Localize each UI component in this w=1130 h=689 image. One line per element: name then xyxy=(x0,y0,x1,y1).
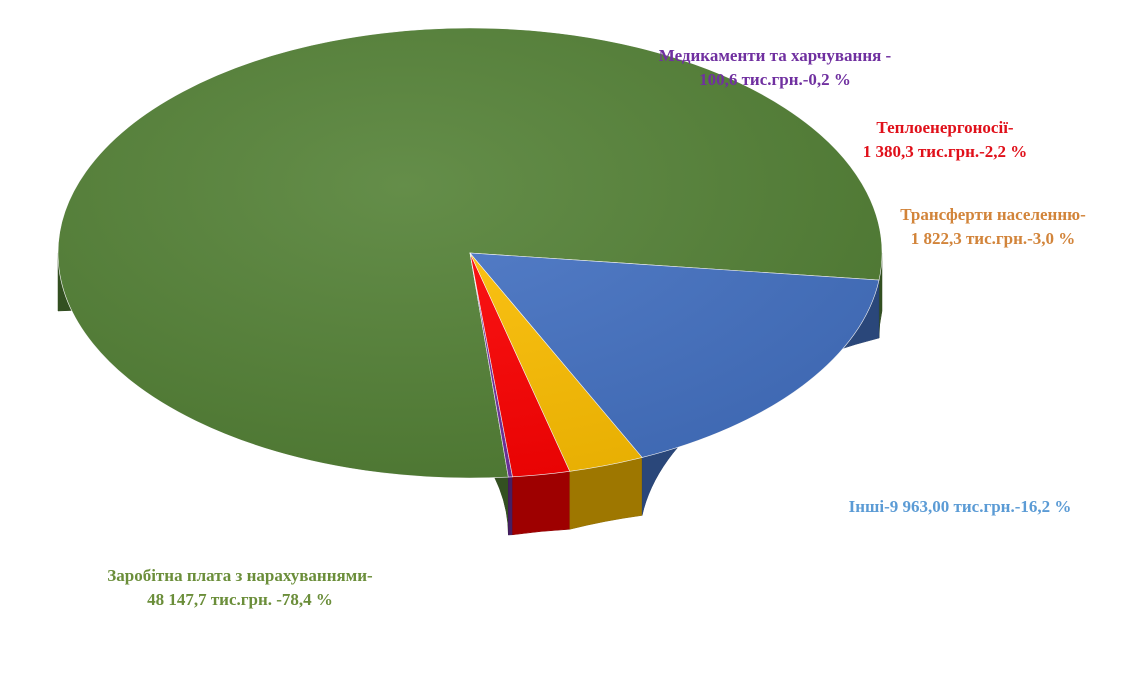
label-medicines-line1: Медикаменти та харчування - xyxy=(658,46,892,65)
label-salary-line1: Заробітна плата з нарахуваннями- xyxy=(107,566,373,585)
slice-side xyxy=(508,476,513,536)
label-medicines-line2: 100,6 тис.грн.-0,2 % xyxy=(699,70,851,89)
label-other: Інші-9 963,00 тис.грн.-16,2 % xyxy=(800,495,1120,519)
label-salary: Заробітна плата з нарахуваннями- 48 147,… xyxy=(40,564,440,612)
label-heat-energy-line2: 1 380,3 тис.грн.-2,2 % xyxy=(862,142,1028,161)
label-heat-energy-line1: Теплоенергоносії- xyxy=(876,118,1014,137)
label-transfers-line1: Трансферти населенню- xyxy=(900,205,1086,224)
pie-sheen xyxy=(58,28,882,478)
label-salary-line2: 48 147,7 тис.грн. -78,4 % xyxy=(147,590,333,609)
label-other-line1: Інші-9 963,00 тис.грн.-16,2 % xyxy=(848,497,1072,516)
label-transfers: Трансферти населенню- 1 822,3 тис.грн.-3… xyxy=(868,203,1118,251)
label-medicines: Медикаменти та харчування - 100,6 тис.гр… xyxy=(600,44,950,92)
label-transfers-line2: 1 822,3 тис.грн.-3,0 % xyxy=(910,229,1076,248)
slice-side xyxy=(512,471,571,536)
pie-slices xyxy=(57,27,883,479)
label-heat-energy: Теплоенергоносії- 1 380,3 тис.грн.-2,2 % xyxy=(820,116,1070,164)
